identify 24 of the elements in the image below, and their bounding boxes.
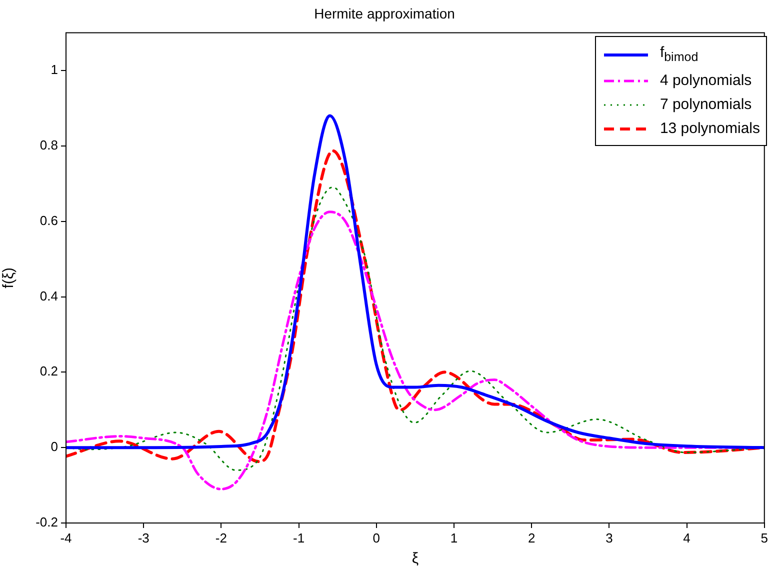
- legend-label: 7 polynomials: [660, 95, 752, 115]
- x-tick-label: 3: [606, 530, 613, 546]
- x-tick-label: 1: [450, 530, 458, 546]
- y-tick-label: 0.8: [40, 138, 58, 152]
- y-tick-label: -0.2: [36, 514, 58, 530]
- y-tick-label: 0.2: [40, 364, 58, 379]
- y-axis-title: f(ξ): [0, 267, 18, 288]
- x-tick-label: -2: [215, 530, 227, 546]
- x-tick-label: 5: [760, 530, 768, 546]
- x-tick-label: 0: [372, 530, 380, 546]
- legend-label: 13 polynomials: [660, 119, 760, 139]
- x-tick-label: -3: [138, 530, 150, 546]
- y-tick-label: 1: [50, 62, 58, 78]
- x-tick-label: 4: [683, 530, 690, 546]
- x-axis-title: ξ: [412, 550, 419, 568]
- y-tick-label: 0: [50, 439, 58, 454]
- legend-label: f$_{bimod}$: [660, 43, 698, 66]
- y-tick-label: 0.4: [40, 288, 58, 304]
- x-tick-label: -1: [293, 530, 305, 546]
- legend-label: 4 polynomials: [660, 71, 752, 91]
- y-tick-label: 0.6: [40, 212, 58, 228]
- x-tick-label: -4: [60, 530, 72, 546]
- chart-title: Hermite approximation: [314, 5, 455, 22]
- x-tick-label: 2: [528, 530, 536, 546]
